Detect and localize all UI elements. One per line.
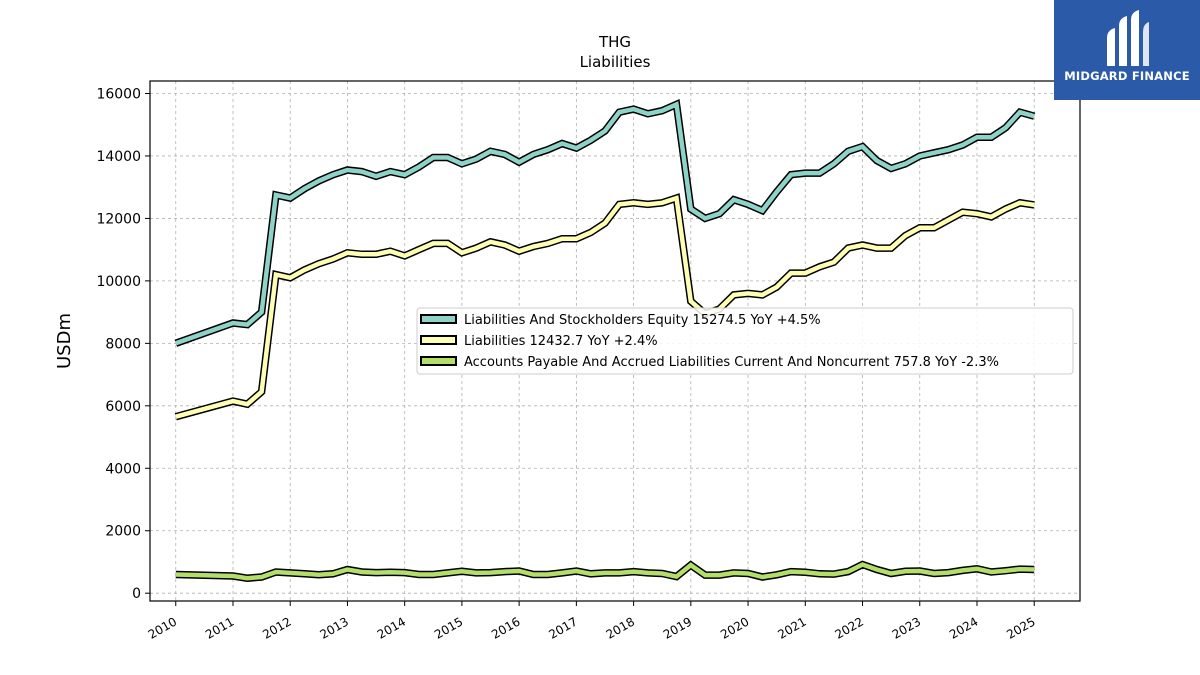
series-lines: [174, 98, 1036, 582]
x-tick-label: 2019: [661, 614, 694, 641]
x-tick-label: 2025: [1004, 614, 1037, 641]
legend-swatch: [420, 356, 457, 366]
series-line: [175, 562, 1035, 581]
y-axis-ticks: 0 2000 4000 6000 8000 10000 12000 14000 16000: [96, 86, 150, 602]
y-tick-label: 12000: [96, 211, 141, 227]
x-tick-label: 2014: [375, 614, 408, 641]
x-tick-label: 2011: [203, 614, 236, 641]
x-tick-label: 2018: [604, 614, 637, 641]
x-tick-label: 2021: [775, 614, 808, 641]
series-line-outline: [174, 193, 1035, 421]
legend: Liabilities And Stockholders Equity 1527…: [416, 307, 1074, 375]
legend-label: Liabilities And Stockholders Equity 1527…: [464, 313, 821, 328]
y-tick-label: 10000: [96, 274, 141, 290]
x-tick-label: 2022: [833, 614, 866, 641]
x-tick-label: 2013: [317, 614, 350, 641]
legend-swatch: [420, 335, 457, 345]
y-tick-label: 8000: [105, 336, 141, 352]
midgard-logo-icon: [1107, 10, 1149, 66]
y-tick-label: 4000: [105, 461, 141, 477]
x-tick-label: 2015: [432, 614, 465, 641]
plot-frame: [149, 80, 1081, 602]
y-tick-label: 16000: [96, 86, 141, 102]
y-tick-label: 14000: [96, 149, 141, 165]
x-tick-label: 2016: [489, 614, 522, 641]
brand-name: MIDGARD FINANCE: [1064, 69, 1190, 83]
legend-label: Accounts Payable And Accrued Liabilities…: [464, 355, 999, 370]
series-line: [175, 101, 1035, 346]
x-tick-label: 2010: [146, 614, 179, 641]
x-tick-label: 2017: [546, 614, 579, 641]
y-tick-label: 0: [132, 586, 141, 602]
x-tick-label: 2024: [947, 614, 980, 641]
x-tick-label: 2023: [890, 614, 923, 641]
legend-swatch: [420, 314, 457, 324]
series-line: [175, 195, 1035, 419]
y-axis-label: USDm: [54, 313, 75, 369]
x-tick-label: 2012: [260, 614, 293, 641]
chart-subtitle: Liabilities: [580, 53, 651, 71]
legend-label: Liabilities 12432.7 YoY +2.4%: [464, 334, 658, 349]
legend-box: [416, 307, 1074, 375]
y-tick-label: 6000: [105, 399, 141, 415]
x-tick-label: 2020: [718, 614, 751, 641]
chart-title: THG: [598, 33, 631, 51]
watermark-logo: MIDGARD FINANCE: [1054, 0, 1200, 100]
y-tick-label: 2000: [105, 524, 141, 540]
x-axis-ticks: 2010 2011 2012 2013 2014 2015 2016 2017 2018 2019…: [146, 601, 1038, 642]
